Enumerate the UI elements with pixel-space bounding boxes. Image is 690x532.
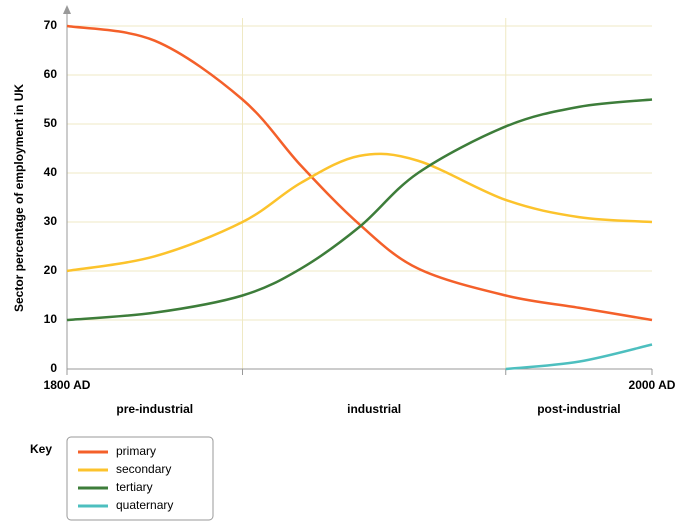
series-line xyxy=(66,24,653,322)
y-tick-label: 60 xyxy=(44,67,58,81)
y-tick-label: 10 xyxy=(44,312,58,326)
legend-label: quaternary xyxy=(116,498,173,512)
y-axis-label: Sector percentage of employment in UK xyxy=(12,84,26,312)
phase-label: post-industrial xyxy=(537,402,620,416)
phase-label: pre-industrial xyxy=(116,402,193,416)
legend-label: tertiary xyxy=(116,480,153,494)
y-tick-label: 0 xyxy=(50,361,57,375)
y-tick-label: 30 xyxy=(44,214,58,228)
legend-label: secondary xyxy=(116,462,171,476)
series-line xyxy=(66,98,653,322)
y-axis-arrow xyxy=(63,5,71,14)
y-tick-label: 20 xyxy=(44,263,58,277)
legend-title: Key xyxy=(30,442,52,456)
y-tick-label: 70 xyxy=(44,18,58,32)
y-tick-label: 40 xyxy=(44,165,58,179)
series-line xyxy=(505,343,653,371)
phase-label: industrial xyxy=(347,402,401,416)
x-tick-label: 1800 AD xyxy=(44,378,91,392)
legend-box xyxy=(66,436,214,521)
series-line xyxy=(66,152,653,273)
legend-label: primary xyxy=(116,444,156,458)
x-tick-label: 2000 AD xyxy=(629,378,676,392)
y-tick-label: 50 xyxy=(44,116,58,130)
